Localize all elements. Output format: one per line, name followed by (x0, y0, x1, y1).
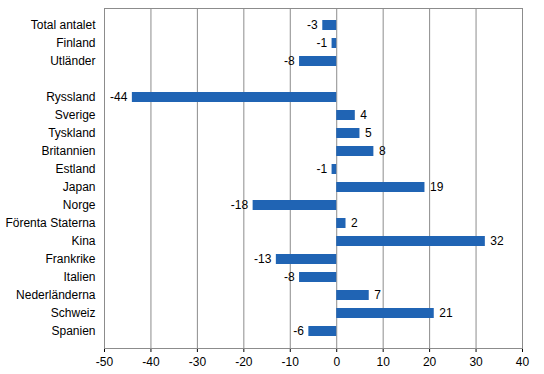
svg-text:-10: -10 (282, 355, 300, 369)
svg-text:8: 8 (379, 144, 386, 158)
svg-text:10: 10 (376, 355, 390, 369)
svg-text:Kina: Kina (71, 234, 95, 248)
svg-text:Frankrike: Frankrike (45, 252, 95, 266)
svg-text:Japan: Japan (63, 180, 96, 194)
svg-text:-8: -8 (284, 54, 295, 68)
svg-text:-1: -1 (316, 36, 327, 50)
svg-text:-3: -3 (307, 18, 318, 32)
svg-text:Spanien: Spanien (51, 324, 95, 338)
svg-text:-1: -1 (316, 162, 327, 176)
svg-text:Sverige: Sverige (55, 108, 96, 122)
svg-text:Utländer: Utländer (50, 54, 95, 68)
svg-text:5: 5 (365, 126, 372, 140)
svg-text:21: 21 (439, 306, 453, 320)
svg-text:Ryssland: Ryssland (46, 90, 95, 104)
svg-text:Förenta Staterna: Förenta Staterna (5, 216, 95, 230)
svg-text:2: 2 (351, 216, 358, 230)
svg-text:30: 30 (469, 355, 483, 369)
svg-text:Britannien: Britannien (41, 144, 95, 158)
svg-text:Finland: Finland (56, 36, 95, 50)
svg-text:-50: -50 (96, 355, 114, 369)
svg-text:-8: -8 (284, 270, 295, 284)
svg-text:-44: -44 (110, 90, 128, 104)
svg-text:Tyskland: Tyskland (48, 126, 95, 140)
svg-text:19: 19 (430, 180, 444, 194)
svg-text:-40: -40 (142, 355, 160, 369)
svg-text:7: 7 (374, 288, 381, 302)
svg-text:-18: -18 (231, 198, 249, 212)
svg-text:40: 40 (516, 355, 530, 369)
svg-text:Norge: Norge (63, 198, 96, 212)
svg-text:Total antalet: Total antalet (31, 18, 96, 32)
svg-text:-13: -13 (254, 252, 272, 266)
svg-text:-20: -20 (235, 355, 253, 369)
svg-text:32: 32 (490, 234, 504, 248)
svg-text:Estland: Estland (55, 162, 95, 176)
svg-text:Italien: Italien (63, 270, 95, 284)
svg-text:20: 20 (423, 355, 437, 369)
svg-text:Schweiz: Schweiz (51, 306, 96, 320)
svg-text:-30: -30 (189, 355, 207, 369)
svg-text:0: 0 (333, 355, 340, 369)
svg-text:Nederländerna: Nederländerna (16, 288, 96, 302)
svg-text:-6: -6 (293, 324, 304, 338)
svg-text:4: 4 (360, 108, 367, 122)
